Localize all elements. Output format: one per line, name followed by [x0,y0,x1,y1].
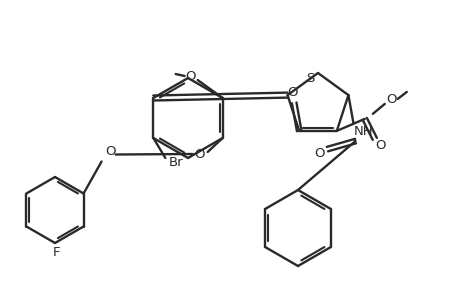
Text: O: O [386,93,397,106]
Text: O: O [195,147,205,160]
Text: S: S [306,72,314,85]
Text: Br: Br [169,157,184,169]
Text: O: O [314,147,325,160]
Text: O: O [185,70,196,82]
Text: NH: NH [353,125,373,138]
Text: O: O [105,145,116,158]
Text: O: O [375,139,386,152]
Text: F: F [53,246,61,259]
Text: O: O [287,86,297,99]
